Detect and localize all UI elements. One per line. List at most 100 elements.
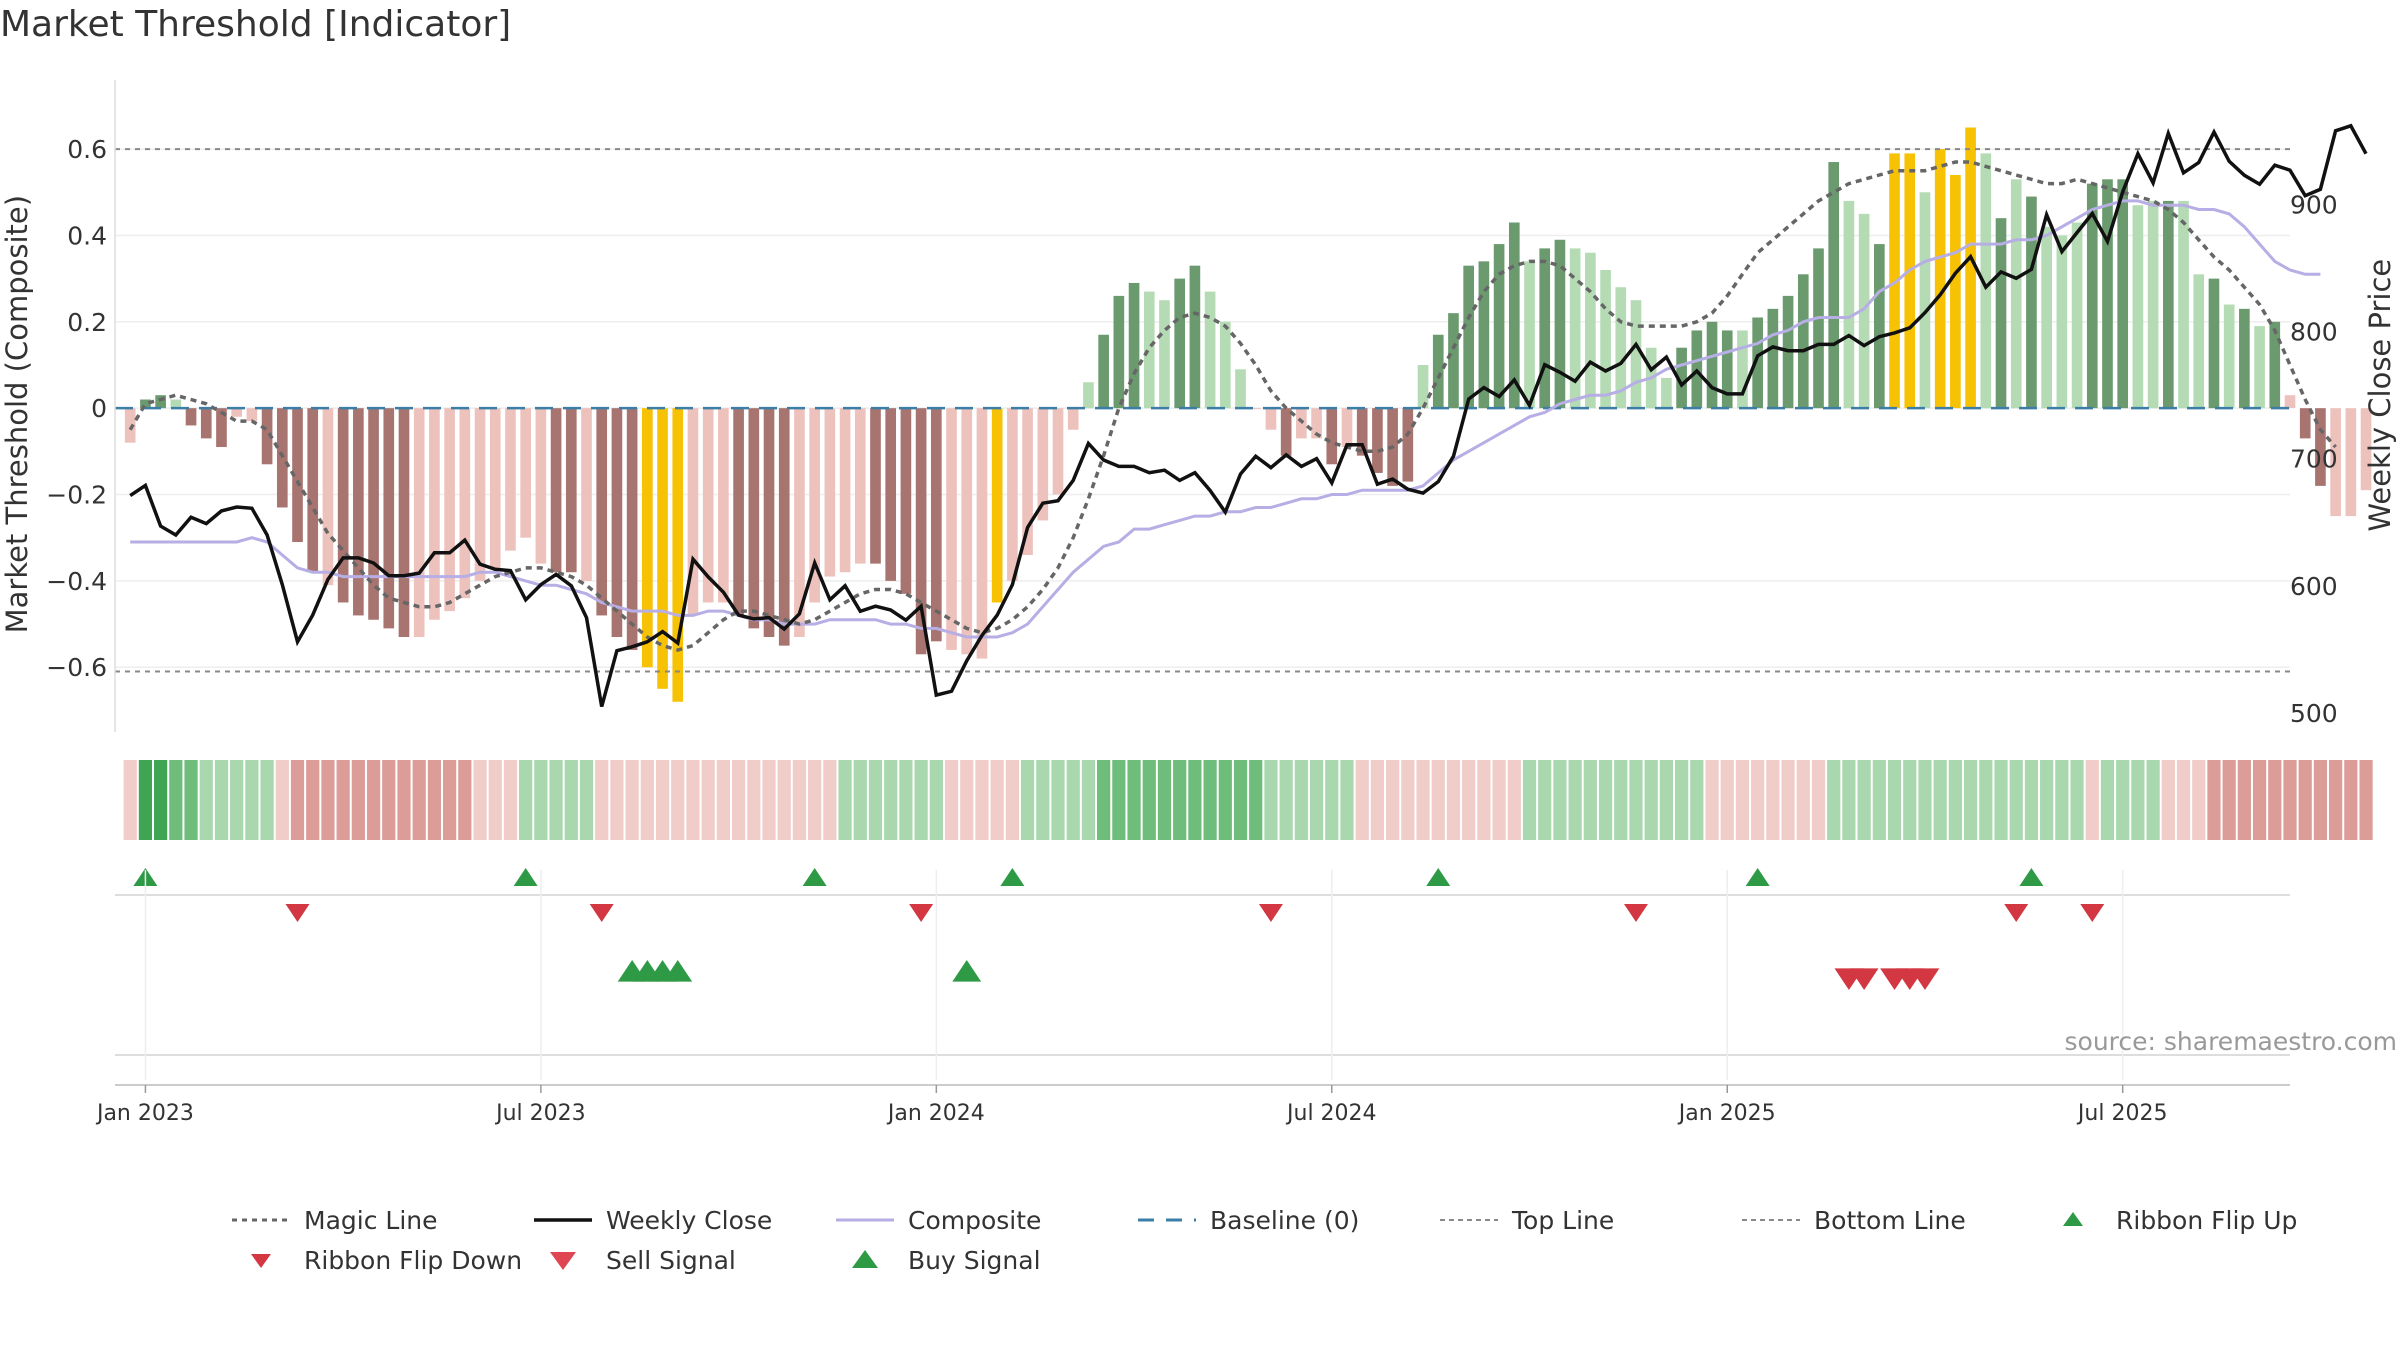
ribbon-cell [427, 760, 442, 840]
composite-bar [1083, 382, 1094, 409]
ribbon-cell [351, 760, 365, 840]
ribbon-cell [1994, 760, 2008, 840]
ribbon-cell [625, 760, 639, 840]
composite-bar [1143, 291, 1155, 409]
ribbon-cell [1598, 760, 1613, 840]
legend-item: Composite [834, 1206, 1136, 1235]
composite-bar [1874, 244, 1885, 409]
ribbon-cell [655, 760, 670, 840]
ribbon-cell [1477, 760, 1491, 840]
composite-bar [2056, 235, 2068, 409]
ribbon-flip-down-key [230, 1246, 292, 1274]
ribbon-cell [731, 760, 746, 840]
ribbon-cell [686, 760, 700, 840]
ribbon-cell [1538, 760, 1552, 840]
composite-bar [1250, 408, 1262, 410]
composite-bar [398, 408, 410, 638]
composite-bar [976, 408, 988, 659]
composite-bar [2117, 179, 2129, 409]
legend-row: Ribbon Flip Down Sell Signal Buy Signal [230, 1240, 2390, 1280]
legend-label: Sell Signal [606, 1245, 736, 1275]
composite-bar [429, 408, 440, 620]
ribbon-cell [990, 760, 1004, 840]
ribbon-flip-down-marker [285, 904, 310, 922]
composite-bar [1539, 248, 1551, 409]
composite-bar [1219, 321, 1231, 409]
ribbon-cell [1233, 760, 1248, 840]
composite-bar [931, 408, 942, 642]
composite-key [834, 1206, 896, 1234]
composite-bar [246, 408, 258, 422]
ribbon-cell [2192, 760, 2206, 840]
composite-bar [2132, 205, 2144, 409]
composite-bar [155, 395, 166, 409]
composite-bar [1098, 334, 1109, 409]
y-tick-label: 0.2 [67, 308, 107, 337]
ribbon-cell [1948, 760, 1962, 840]
legend-row: Magic Line Weekly Close Composite Baseline … [230, 1200, 2390, 1240]
composite-bar [870, 408, 881, 564]
composite-bar [2299, 408, 2311, 439]
ribbon-cell [671, 760, 685, 840]
ribbon-cell [169, 760, 183, 840]
ribbon-cell [1979, 760, 1993, 840]
ribbon-cell [884, 760, 898, 840]
composite-bar [611, 408, 623, 638]
ribbon-cell [1659, 760, 1674, 840]
signal-layer [115, 868, 2290, 1056]
composite-bar [307, 408, 319, 573]
composite-bar [1113, 295, 1125, 409]
ribbon-flip-up-marker [1000, 868, 1025, 886]
composite-bar [794, 408, 805, 638]
sell-signal-marker [1910, 968, 1940, 990]
ribbon-cell [138, 760, 153, 840]
ribbon-cell [1675, 760, 1689, 840]
composite-bar [1356, 408, 1368, 456]
ribbon-cell [290, 760, 305, 840]
composite-bar [231, 408, 243, 417]
ribbon-cell [640, 760, 654, 840]
composite-bar [383, 408, 395, 629]
composite-bar [1950, 174, 1961, 409]
ribbon-cell [808, 760, 822, 840]
composite-bar [1372, 408, 1383, 473]
ribbon-cell [412, 760, 426, 840]
composite-bar [2010, 179, 2022, 409]
ribbon-cell [1081, 760, 1096, 840]
composite-bar [550, 408, 562, 573]
composite-bar [778, 408, 790, 646]
composite-bar [1052, 408, 1064, 495]
composite-bar [1721, 330, 1733, 409]
composite-bar [2147, 200, 2159, 409]
composite-bar [991, 408, 1003, 603]
composite-bar [1189, 265, 1201, 409]
legend-label: Baseline (0) [1210, 1205, 1360, 1235]
weekly-close-key [532, 1206, 594, 1234]
magic-line [128, 160, 2337, 652]
ribbon-cell [838, 760, 852, 840]
ribbon-cell [503, 760, 518, 840]
composite-bar [1007, 408, 1018, 581]
ribbon-cell [1522, 760, 1537, 840]
ribbon-cell [1325, 760, 1339, 840]
composite-bar [1585, 252, 1596, 409]
composite-bar [2239, 308, 2250, 409]
bottom-line-key [1740, 1206, 1802, 1234]
composite-bar [1493, 244, 1505, 409]
legend-item: Weekly Close [532, 1206, 834, 1235]
y2-tick-label: 500 [2290, 699, 2338, 728]
y-tick-label: −0.2 [46, 481, 107, 510]
composite-bar [748, 408, 760, 629]
ribbon-cell [1203, 760, 1217, 840]
ribbon-cell [1279, 760, 1293, 840]
ribbon-cell [2070, 760, 2084, 840]
composite-bar [1615, 287, 1627, 409]
composite-bar [1280, 408, 1292, 456]
ribbon-cell [458, 760, 472, 840]
composite-bar [1828, 162, 1840, 409]
composite-bar [1508, 222, 1520, 409]
ribbon-cell [1005, 760, 1019, 840]
composite-bar [353, 408, 364, 616]
legend-label: Ribbon Flip Up [2116, 1205, 2298, 1235]
